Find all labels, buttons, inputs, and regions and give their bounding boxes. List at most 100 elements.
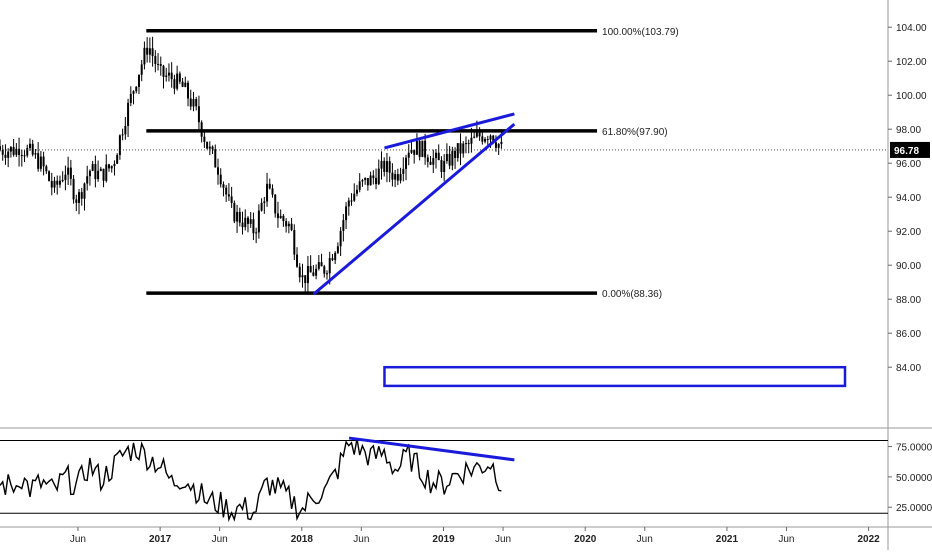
- y-tick-label: 100.00: [896, 91, 927, 102]
- candle-body: [456, 143, 459, 158]
- candle-body: [99, 168, 102, 171]
- candle-body: [88, 170, 91, 177]
- drawn-rectangle[interactable]: [383, 365, 847, 388]
- candle-body: [61, 180, 64, 182]
- candle-body: [500, 141, 503, 145]
- candle-body: [178, 73, 181, 82]
- candle-body: [206, 141, 209, 149]
- candle-body: [236, 211, 239, 222]
- candle-body: [336, 246, 339, 253]
- candle-body: [105, 164, 108, 181]
- candle-body: [274, 194, 277, 214]
- candle-body: [287, 223, 290, 227]
- osc-y-tick-label: 75.0000: [896, 443, 932, 454]
- candle-body: [492, 135, 495, 143]
- candle-body: [39, 156, 42, 169]
- x-tick-label: 2019: [432, 534, 455, 545]
- x-tick-label: 2021: [716, 534, 739, 545]
- candle-body: [165, 75, 168, 77]
- candle-body: [58, 180, 61, 185]
- candle-body: [263, 201, 266, 203]
- candle-body: [246, 217, 249, 224]
- candle-body: [353, 193, 356, 201]
- candle-body: [301, 275, 304, 278]
- candle-body: [377, 168, 380, 185]
- y-tick-label: 96.00: [896, 159, 921, 170]
- candle-body: [385, 161, 388, 172]
- candle-body: [75, 199, 78, 203]
- candle-body: [415, 141, 418, 155]
- candle-body: [94, 164, 97, 180]
- candle-body: [383, 160, 386, 172]
- candle-body: [238, 211, 241, 223]
- candle-body: [208, 146, 211, 149]
- candle-body: [15, 148, 18, 155]
- candle-body: [268, 183, 271, 189]
- candle-body: [197, 106, 200, 123]
- x-tick-label: Jun: [353, 534, 369, 545]
- candle-body: [361, 180, 364, 182]
- candle-body: [116, 155, 119, 164]
- candle-body: [230, 196, 233, 204]
- trendline[interactable]: [312, 122, 516, 296]
- candle-body: [279, 215, 282, 219]
- candle-body: [233, 203, 236, 222]
- candle-body: [159, 64, 162, 66]
- candle-body: [26, 148, 29, 156]
- candle-body: [315, 268, 318, 276]
- candle-body: [467, 143, 470, 145]
- candle-body: [418, 141, 421, 157]
- candle-body: [37, 153, 40, 169]
- candle-body: [494, 142, 497, 148]
- fib-level-label: 100.00%(103.79): [602, 27, 679, 38]
- candle-body: [143, 47, 146, 65]
- candle-body: [339, 230, 342, 247]
- candle-body: [118, 135, 121, 156]
- candle-body: [402, 168, 405, 174]
- candle-body: [113, 163, 116, 167]
- candle-body: [42, 156, 45, 167]
- candle-body: [28, 143, 31, 149]
- candle-body: [380, 160, 383, 169]
- x-tick-label: Jun: [70, 534, 86, 545]
- candle-body: [413, 149, 416, 155]
- y-tick-label: 88.00: [896, 295, 921, 306]
- candle-body: [241, 222, 244, 228]
- candle-body: [306, 266, 309, 284]
- candle-body: [34, 153, 37, 155]
- candle-body: [358, 181, 361, 190]
- osc-trendline[interactable]: [348, 436, 515, 462]
- candle-body: [440, 160, 443, 173]
- candle-body: [309, 266, 312, 273]
- candle-body: [78, 192, 81, 203]
- candle-body: [69, 167, 72, 179]
- candle-body: [257, 210, 260, 233]
- candle-body: [252, 219, 255, 234]
- y-tick-label: 98.00: [896, 125, 921, 136]
- candle-body: [170, 72, 173, 80]
- x-tick-label: Jun: [778, 534, 794, 545]
- candle-body: [217, 167, 219, 175]
- candle-body: [445, 153, 448, 162]
- candle-body: [399, 173, 402, 181]
- candle-body: [282, 215, 285, 222]
- candle-body: [189, 98, 192, 107]
- fib-level-label: 0.00%(88.36): [602, 289, 662, 300]
- candle-body: [345, 206, 348, 221]
- candle-body: [478, 132, 481, 137]
- candle-body: [435, 152, 437, 159]
- trendline[interactable]: [384, 112, 515, 150]
- candle-body: [67, 167, 70, 175]
- fib-level-label: 61.80%(97.90): [602, 127, 668, 138]
- candle-body: [489, 135, 492, 140]
- candle-body: [48, 171, 51, 181]
- candle-body: [9, 146, 12, 152]
- candle-body: [50, 180, 53, 188]
- candle-body: [91, 164, 94, 171]
- candle-body: [347, 200, 350, 207]
- candle-body: [470, 137, 473, 144]
- y-tick-label: 94.00: [896, 193, 921, 204]
